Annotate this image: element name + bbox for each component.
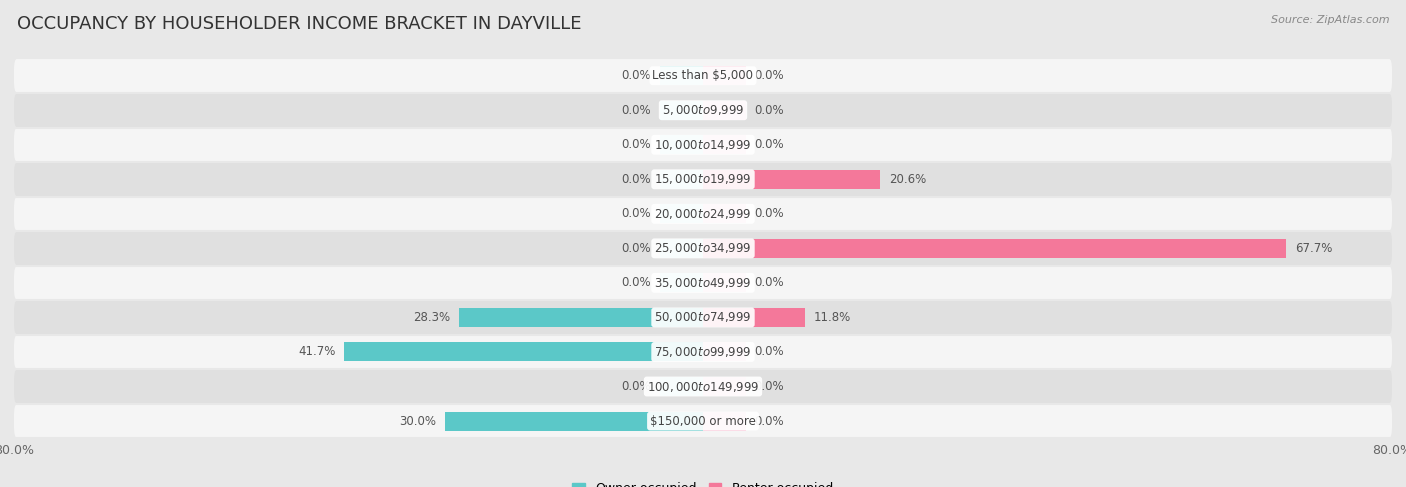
Bar [460, 308, 703, 327]
Bar [659, 66, 703, 85]
Text: 0.0%: 0.0% [755, 414, 785, 428]
Text: $20,000 to $24,999: $20,000 to $24,999 [654, 207, 752, 221]
Text: 0.0%: 0.0% [621, 207, 651, 220]
Text: 0.0%: 0.0% [755, 138, 785, 151]
FancyBboxPatch shape [14, 335, 1392, 369]
Bar [659, 239, 703, 258]
Bar [703, 135, 747, 154]
FancyBboxPatch shape [14, 231, 1392, 265]
Text: 0.0%: 0.0% [621, 138, 651, 151]
Text: $100,000 to $149,999: $100,000 to $149,999 [647, 379, 759, 393]
Text: $150,000 or more: $150,000 or more [650, 414, 756, 428]
FancyBboxPatch shape [14, 128, 1392, 162]
Text: 0.0%: 0.0% [755, 380, 785, 393]
FancyBboxPatch shape [14, 59, 1392, 93]
Bar [659, 101, 703, 120]
Text: $10,000 to $14,999: $10,000 to $14,999 [654, 138, 752, 152]
Bar [659, 205, 703, 224]
Text: $75,000 to $99,999: $75,000 to $99,999 [654, 345, 752, 359]
Bar [344, 342, 703, 361]
FancyBboxPatch shape [14, 162, 1392, 196]
Bar [659, 170, 703, 189]
Bar [703, 412, 747, 431]
Bar [703, 377, 747, 396]
Bar [703, 308, 804, 327]
Bar [703, 273, 747, 292]
Text: OCCUPANCY BY HOUSEHOLDER INCOME BRACKET IN DAYVILLE: OCCUPANCY BY HOUSEHOLDER INCOME BRACKET … [17, 15, 581, 33]
Text: $50,000 to $74,999: $50,000 to $74,999 [654, 310, 752, 324]
Bar [659, 273, 703, 292]
Text: 20.6%: 20.6% [889, 173, 927, 186]
Bar [703, 66, 747, 85]
Bar [444, 412, 703, 431]
Text: 0.0%: 0.0% [755, 69, 785, 82]
FancyBboxPatch shape [14, 300, 1392, 335]
Text: 41.7%: 41.7% [298, 345, 335, 358]
FancyBboxPatch shape [14, 404, 1392, 438]
FancyBboxPatch shape [14, 94, 1392, 127]
Text: 28.3%: 28.3% [413, 311, 451, 324]
Text: 0.0%: 0.0% [621, 380, 651, 393]
Text: 0.0%: 0.0% [621, 104, 651, 117]
Text: Less than $5,000: Less than $5,000 [652, 69, 754, 82]
FancyBboxPatch shape [14, 370, 1392, 403]
FancyBboxPatch shape [14, 197, 1392, 231]
Text: $35,000 to $49,999: $35,000 to $49,999 [654, 276, 752, 290]
Text: 0.0%: 0.0% [755, 277, 785, 289]
Text: 0.0%: 0.0% [755, 207, 785, 220]
Bar [703, 205, 747, 224]
FancyBboxPatch shape [14, 266, 1392, 300]
Text: 0.0%: 0.0% [621, 69, 651, 82]
Text: 30.0%: 30.0% [399, 414, 436, 428]
Text: 67.7%: 67.7% [1295, 242, 1331, 255]
Text: $15,000 to $19,999: $15,000 to $19,999 [654, 172, 752, 187]
Text: 0.0%: 0.0% [755, 104, 785, 117]
Bar [703, 342, 747, 361]
Bar [703, 101, 747, 120]
Bar [703, 239, 1286, 258]
Bar [659, 135, 703, 154]
Text: 0.0%: 0.0% [621, 173, 651, 186]
Text: $25,000 to $34,999: $25,000 to $34,999 [654, 242, 752, 255]
Text: 0.0%: 0.0% [621, 277, 651, 289]
Bar [659, 377, 703, 396]
Text: Source: ZipAtlas.com: Source: ZipAtlas.com [1271, 15, 1389, 25]
Text: 0.0%: 0.0% [621, 242, 651, 255]
Legend: Owner-occupied, Renter-occupied: Owner-occupied, Renter-occupied [568, 477, 838, 487]
Text: 11.8%: 11.8% [813, 311, 851, 324]
Bar [703, 170, 880, 189]
Text: $5,000 to $9,999: $5,000 to $9,999 [662, 103, 744, 117]
Text: 0.0%: 0.0% [755, 345, 785, 358]
